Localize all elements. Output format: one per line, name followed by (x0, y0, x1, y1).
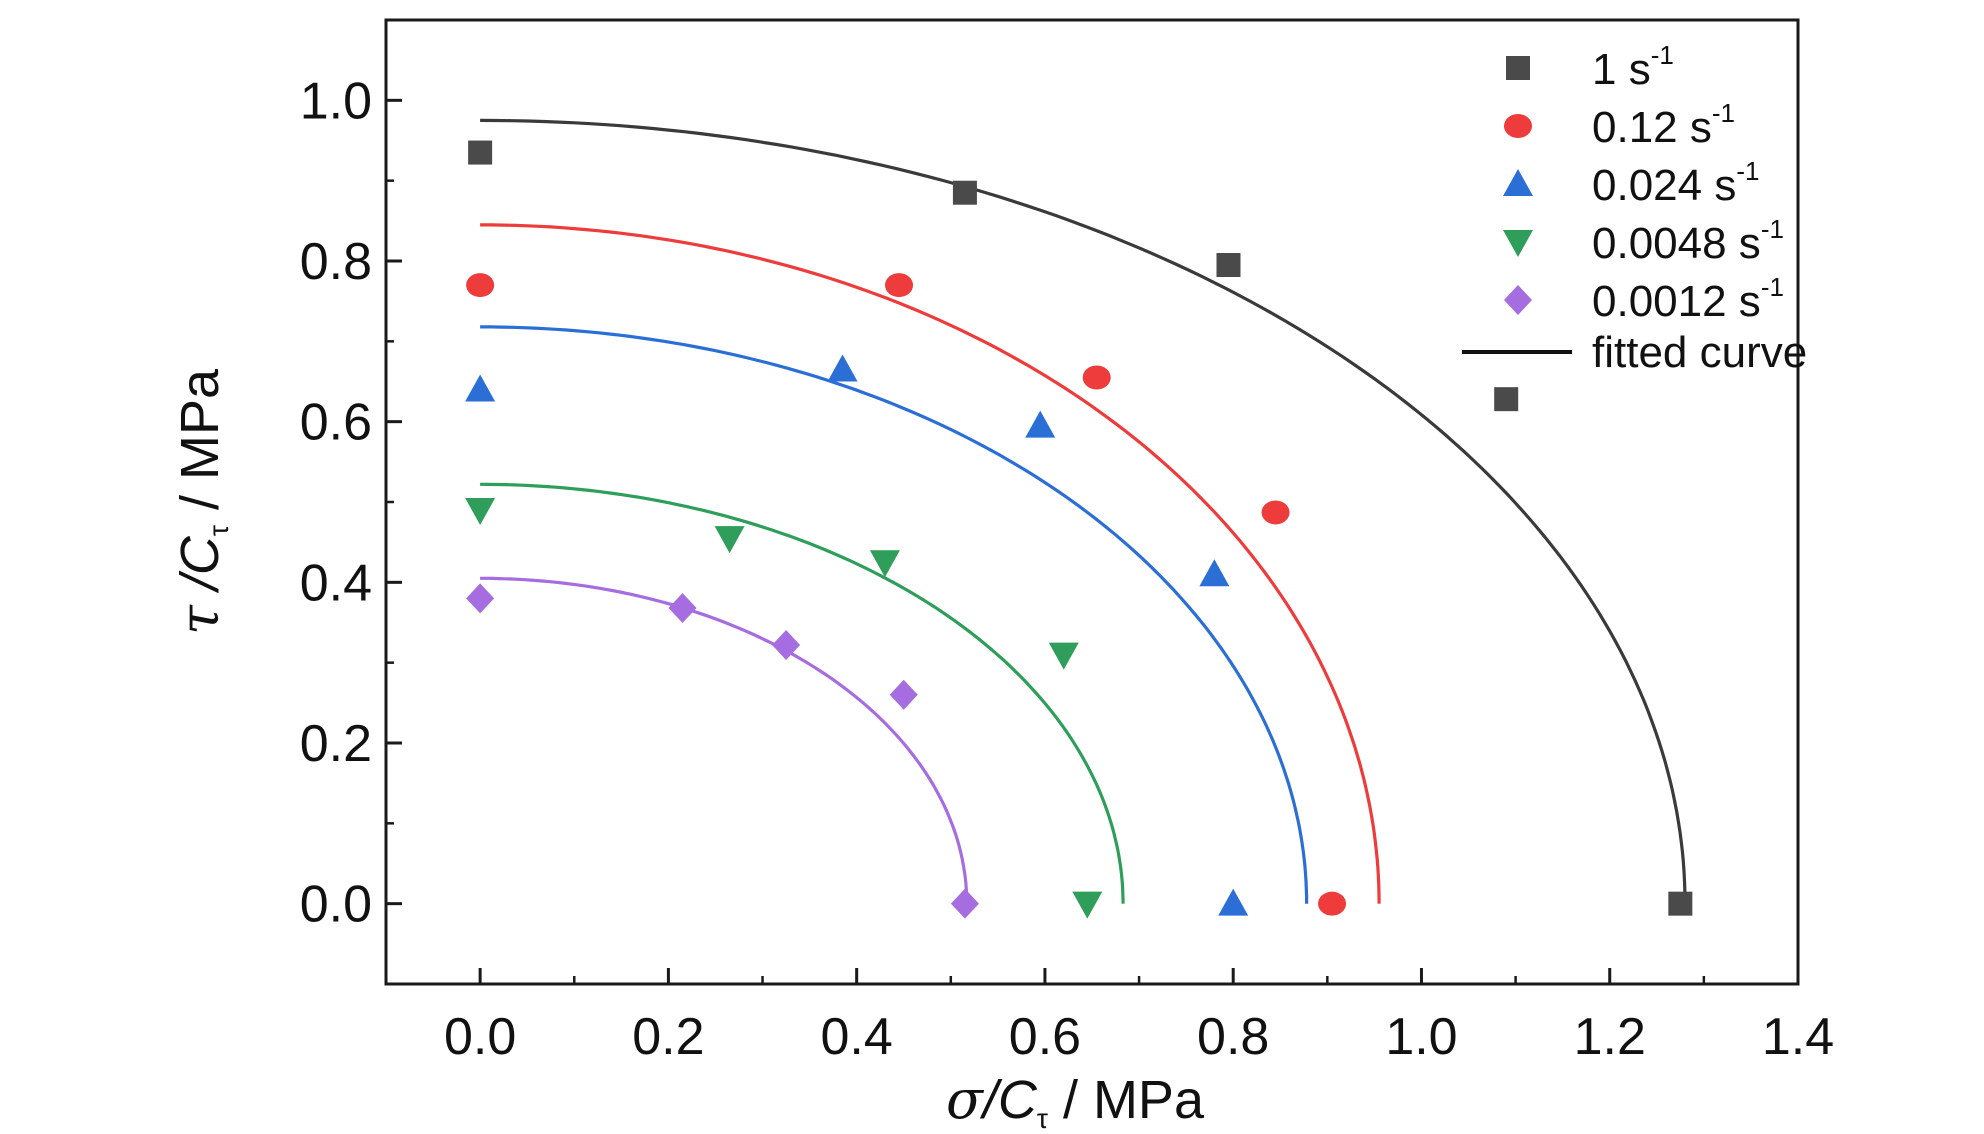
data-point-series-2 (1261, 500, 1290, 525)
fitted-curve-4 (480, 482, 1125, 904)
data-point-series-4 (1072, 891, 1103, 919)
y-tick-label: 0.8 (300, 233, 372, 291)
axes: 0.0 0.2 0.4 0.6 0.8 1.0 1.2 1.4 0.0 0.2 0.4 0.6 0.8 1… (300, 18, 1834, 1066)
legend-label-2: 0.12 s-1 (1592, 98, 1735, 152)
legend-label-main: 0.024 s (1592, 161, 1736, 210)
data-point-series-5 (668, 593, 697, 624)
legend-label-main: 0.0012 s (1592, 277, 1761, 326)
data-point-series-3 (1199, 559, 1230, 587)
x-tick-label: 1.2 (1574, 1008, 1646, 1066)
x-axis-label-unit: / MPa (1048, 1070, 1205, 1130)
data-point-series-5 (772, 629, 801, 660)
fitted-curves (480, 118, 1687, 904)
data-point-series-4 (869, 550, 900, 578)
data-point-series-5 (889, 679, 918, 710)
y-axis-label: τ /Cτ / MPa (168, 368, 234, 635)
y-tick-label: 0.6 (300, 394, 372, 452)
fitted-curve-2 (480, 223, 1381, 904)
legend-label-main: 0.0048 s (1592, 219, 1761, 268)
x-tick-label: 0.2 (632, 1008, 704, 1066)
data-points (465, 140, 1693, 919)
legend-marker-1 (1506, 56, 1530, 80)
y-tick-label: 0.0 (300, 876, 372, 934)
legend-label-1: 1 s-1 (1592, 40, 1674, 94)
y-axis-label-c: /C (170, 535, 230, 605)
data-point-series-1 (952, 180, 977, 205)
y-tick-label: 0.4 (300, 554, 372, 612)
y-tick-label: 1.0 (300, 72, 372, 130)
x-axis-label-c: /C (979, 1070, 1038, 1130)
legend-label-3: 0.024 s-1 (1592, 156, 1759, 210)
legend-label-main: 1 s (1592, 45, 1651, 94)
x-tick-label: 0.8 (1197, 1008, 1269, 1066)
x-tick-label: 0.0 (444, 1008, 516, 1066)
y-axis-label-symbol: τ (168, 604, 231, 635)
fitted-curve-5 (480, 576, 969, 904)
y-axis-label-sub: τ (203, 525, 234, 536)
x-tick-label: 0.4 (821, 1008, 893, 1066)
data-point-series-3 (1218, 888, 1249, 916)
legend-fitted-curve-label: fitted curve (1592, 328, 1807, 377)
legend-label-main: 0.12 s (1592, 103, 1712, 152)
legend-marker-4 (1503, 230, 1533, 257)
data-point-series-2 (1082, 365, 1111, 390)
legend-label-sup: -1 (1712, 98, 1735, 128)
legend-label-sup: -1 (1761, 272, 1784, 302)
x-tick-label: 1.0 (1385, 1008, 1457, 1066)
x-axis-label-symbol: σ (946, 1068, 985, 1131)
data-point-series-1 (468, 140, 493, 165)
legend: 1 s-10.12 s-10.024 s-10.0048 s-10.0012 s… (1462, 40, 1807, 377)
data-point-series-1 (1216, 253, 1241, 278)
fitted-curve-1 (480, 118, 1687, 904)
fitted-curve-3 (480, 325, 1309, 904)
legend-label-sup: -1 (1761, 214, 1784, 244)
x-axis-label-sub: τ (1037, 1103, 1048, 1134)
data-point-series-2 (885, 273, 914, 298)
legend-marker-5 (1504, 285, 1532, 315)
y-axis-label-unit: / MPa (170, 368, 230, 525)
y-tick-label: 0.2 (300, 715, 372, 773)
legend-label-sup: -1 (1736, 156, 1759, 186)
data-point-series-3 (465, 374, 496, 402)
legend-label-sup: -1 (1651, 40, 1674, 70)
legend-label-5: 0.0012 s-1 (1592, 272, 1784, 326)
x-tick-label: 1.4 (1762, 1008, 1834, 1066)
legend-label-4: 0.0048 s-1 (1592, 214, 1784, 268)
data-point-series-4 (714, 526, 745, 554)
data-point-series-5 (466, 583, 495, 614)
data-point-series-3 (1025, 410, 1056, 438)
legend-marker-3 (1503, 169, 1533, 196)
data-point-series-5 (950, 888, 979, 919)
data-point-series-3 (827, 354, 858, 382)
data-point-series-4 (1048, 642, 1079, 670)
x-tick-label: 0.6 (1009, 1008, 1081, 1066)
data-point-series-1 (1668, 891, 1693, 916)
data-point-series-2 (1318, 891, 1347, 916)
x-axis-label: σ/Cτ / MPa (946, 1068, 1205, 1134)
legend-marker-2 (1504, 114, 1532, 138)
data-point-series-2 (466, 273, 495, 298)
data-point-series-1 (1494, 387, 1519, 412)
plot-frame (384, 18, 1800, 986)
data-point-series-4 (465, 498, 496, 526)
